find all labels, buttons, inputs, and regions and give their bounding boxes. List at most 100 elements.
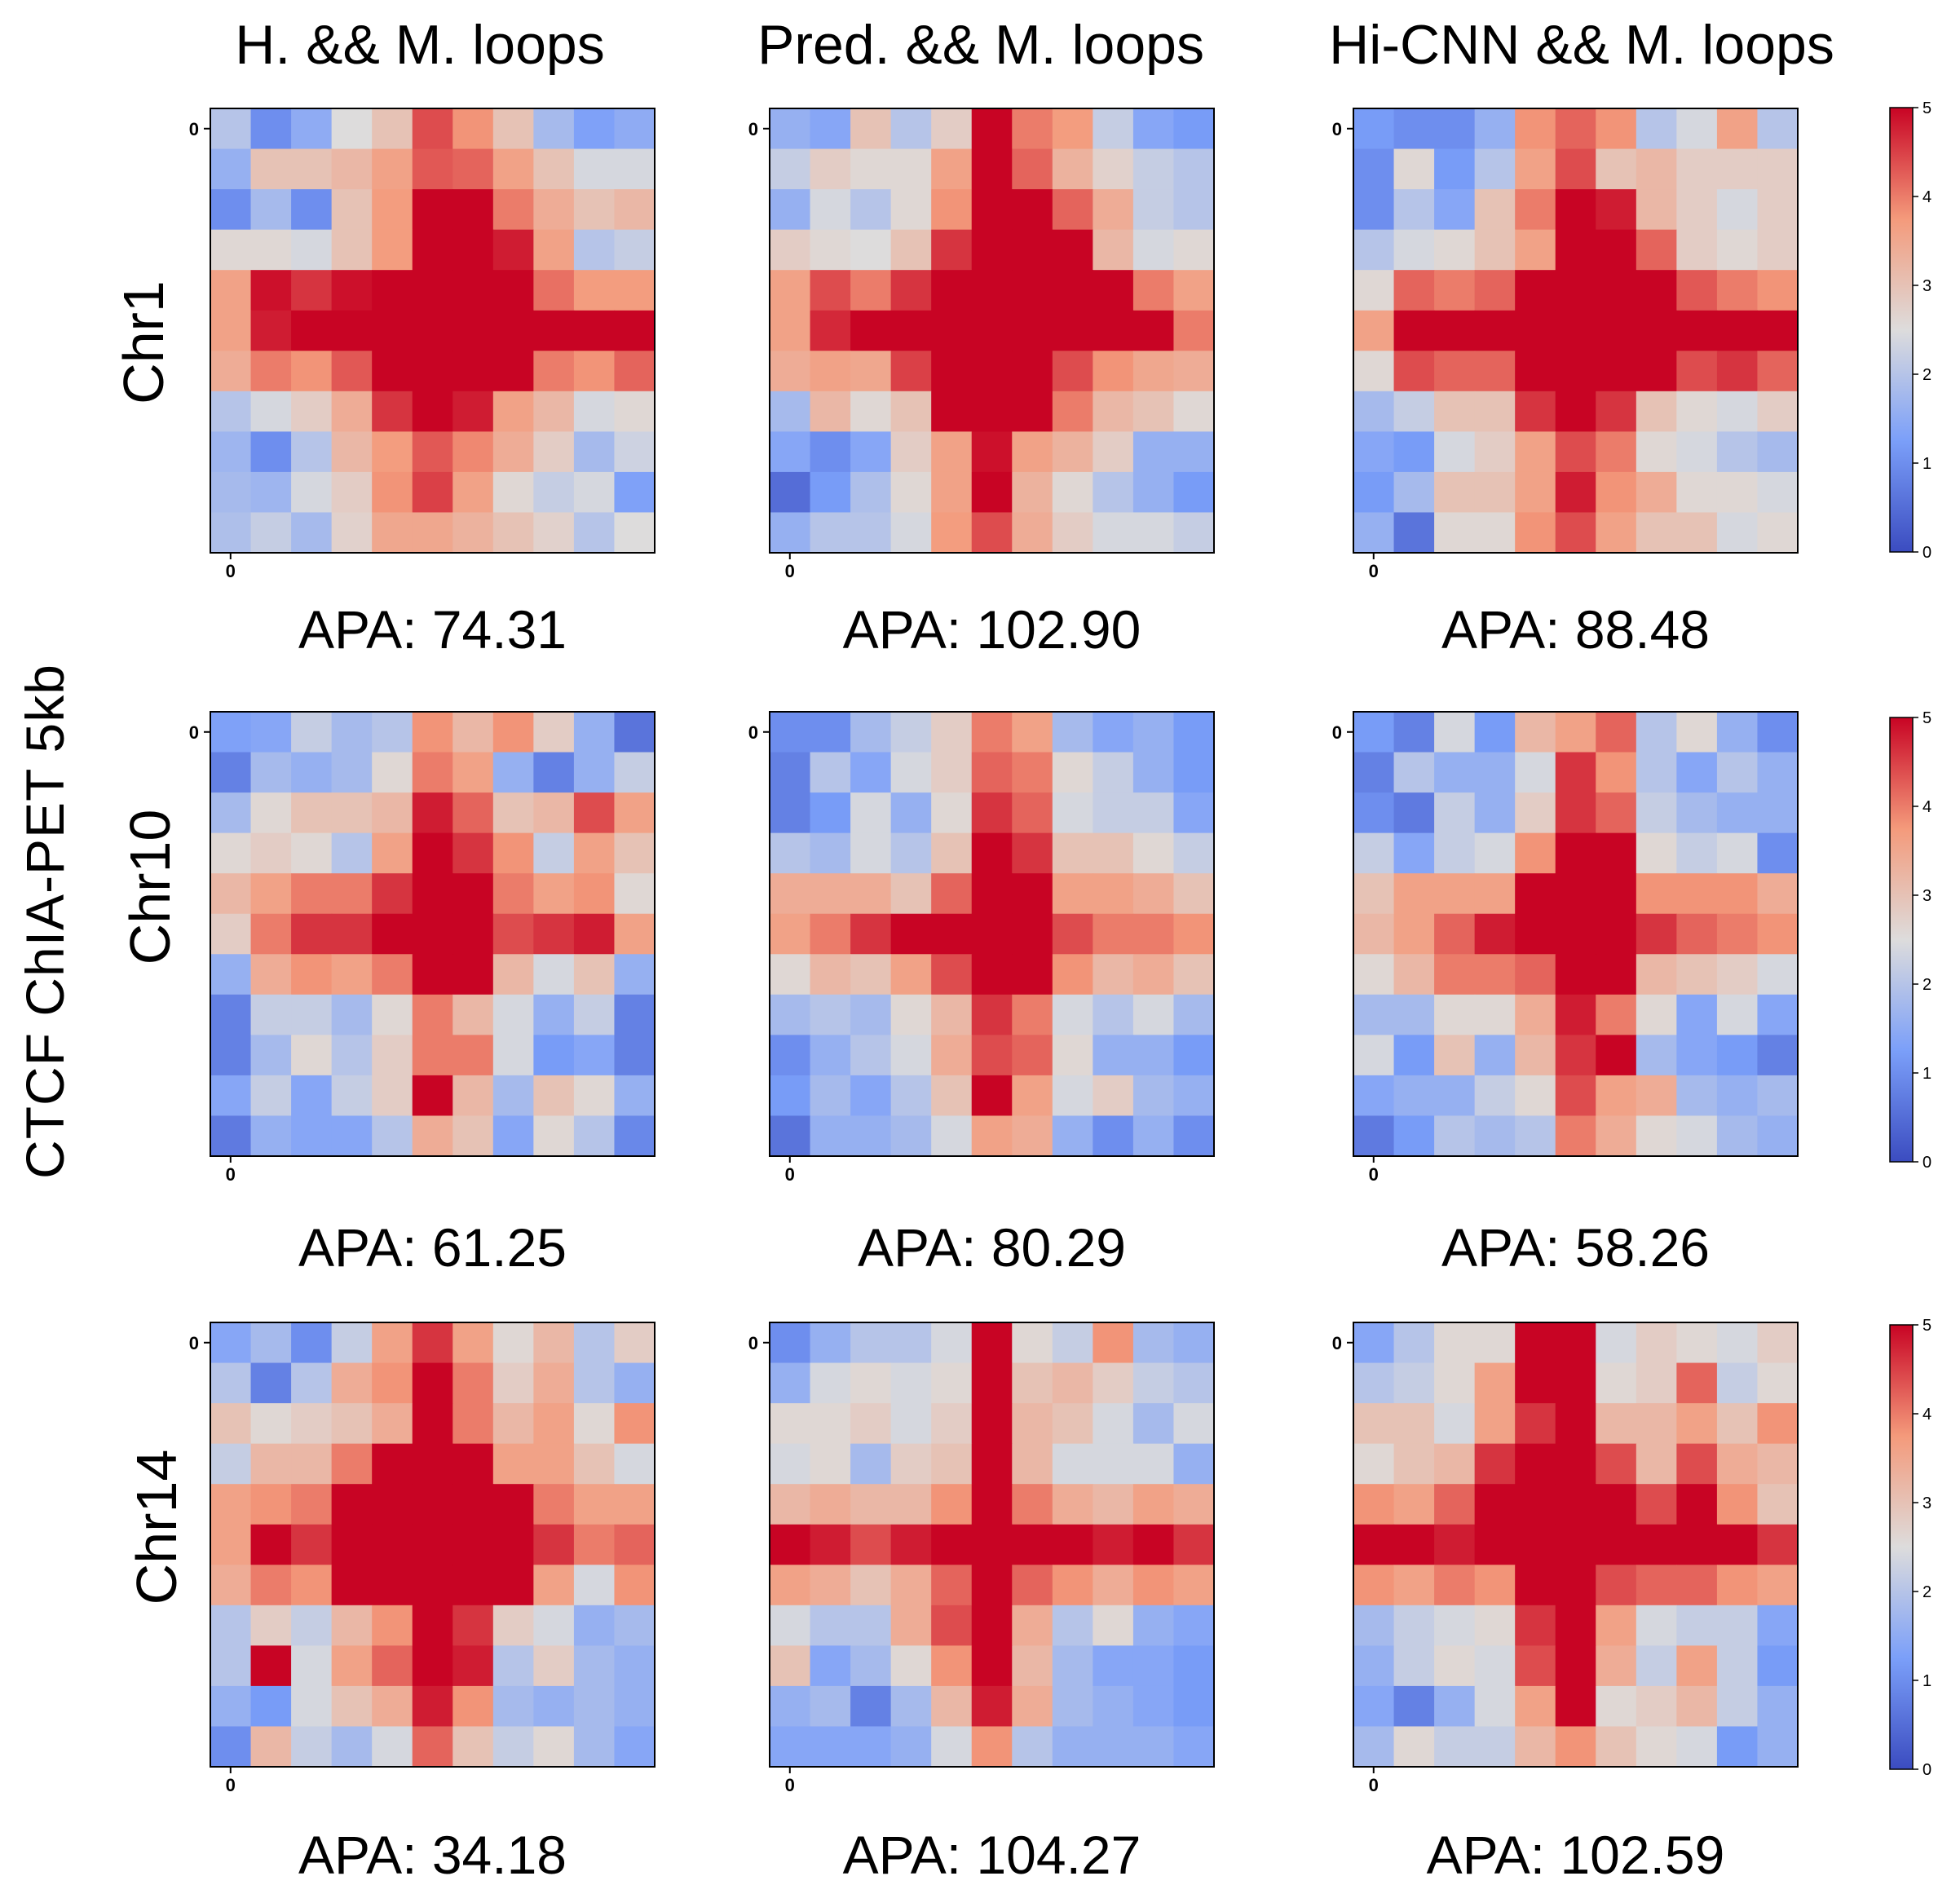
heatmap-cell: [1393, 189, 1435, 231]
y-tick-label: 0: [748, 1333, 758, 1353]
heatmap-cell: [1474, 873, 1516, 915]
heatmap-cell: [614, 471, 656, 514]
heatmap-cell: [1012, 310, 1053, 351]
heatmap-cell: [1093, 1726, 1134, 1768]
heatmap-cell: [850, 913, 892, 955]
heatmap-cell: [452, 1035, 494, 1076]
heatmap-cell: [291, 1075, 333, 1117]
panel-frame: [1353, 1322, 1799, 1768]
heatmap-cell: [331, 954, 373, 995]
heatmap-cell: [1434, 1443, 1476, 1485]
heatmap-cell: [1716, 913, 1759, 955]
heatmap-cell: [1052, 792, 1093, 834]
heatmap-cell: [331, 1565, 373, 1606]
heatmap-cell: [1052, 873, 1093, 915]
heatmap-cell: [770, 792, 811, 834]
x-tick-label: 0: [226, 1164, 236, 1185]
heatmap-cell: [1132, 1075, 1175, 1117]
heatmap-cell: [971, 832, 1013, 874]
heatmap-cell: [810, 712, 851, 753]
heatmap-cell: [1173, 1685, 1215, 1728]
heatmap-cell: [210, 873, 252, 915]
heatmap-cell: [890, 1115, 932, 1157]
heatmap-cell: [1676, 148, 1718, 190]
heatmap-cell: [1393, 832, 1435, 874]
heatmap-cell: [372, 310, 413, 351]
heatmap-cell: [1132, 351, 1175, 392]
heatmap-cell: [1474, 391, 1516, 432]
heatmap-cell: [971, 189, 1013, 231]
heatmap-cell: [1555, 351, 1596, 392]
heatmap-cell: [1173, 1524, 1215, 1565]
heatmap-cell: [770, 108, 811, 150]
heatmap-cell: [850, 1075, 892, 1117]
heatmap-cell: [372, 832, 413, 874]
heatmap-cell: [1515, 512, 1556, 554]
heatmap-cell: [291, 792, 333, 834]
heatmap-cell: [573, 189, 616, 231]
heatmap-cell: [1093, 270, 1134, 311]
heatmap-cell: [291, 512, 333, 554]
heatmap-cell: [372, 1645, 413, 1687]
heatmap-cell: [1052, 1484, 1093, 1525]
heatmap-cell: [614, 391, 656, 432]
heatmap-cell: [210, 229, 252, 271]
heatmap-cell: [412, 351, 453, 392]
heatmap-cell: [250, 1524, 292, 1565]
heatmap-cell: [372, 1443, 413, 1485]
heatmap-cell: [770, 1565, 811, 1606]
heatmap-cell: [1716, 431, 1759, 473]
heatmap-cell: [890, 1726, 932, 1768]
heatmap-cell: [1093, 189, 1134, 231]
heatmap-cell: [492, 189, 534, 231]
heatmap-cell: [533, 471, 575, 514]
heatmap-cell: [1393, 471, 1435, 514]
heatmap-cell: [492, 913, 534, 955]
heatmap-cell: [1393, 310, 1435, 351]
heatmap-cell: [452, 1484, 494, 1525]
heatmap-cell: [1555, 270, 1596, 311]
heatmap-cell: [1052, 351, 1093, 392]
heatmap-cell: [1132, 913, 1175, 955]
heatmap-cell: [1555, 1075, 1596, 1117]
heatmap-cell: [1676, 1362, 1718, 1404]
heatmap-cell: [1596, 1565, 1637, 1606]
heatmap-cell: [452, 1403, 494, 1445]
row-label-chr10: Chr10: [118, 810, 182, 965]
heatmap-cell: [1757, 1035, 1799, 1076]
heatmap-cell: [810, 189, 851, 231]
heatmap-cell: [850, 712, 892, 753]
heatmap-cell: [452, 229, 494, 271]
heatmap-cell: [452, 1524, 494, 1565]
heatmap-cell: [573, 1524, 616, 1565]
heatmap-cell: [1716, 1726, 1759, 1768]
heatmap-cell: [291, 229, 333, 271]
heatmap-panel-chr1-pred: 0 0 APA: 102.90: [748, 108, 1215, 660]
apa-score: APA: 61.25: [298, 1217, 567, 1278]
heatmap-cell: [1515, 189, 1556, 231]
heatmap-cell: [250, 832, 292, 874]
heatmap-cell: [810, 1115, 851, 1157]
heatmap-cell: [1434, 1645, 1476, 1687]
heatmap-cell: [890, 471, 932, 514]
heatmap-cell: [1173, 108, 1215, 150]
heatmap-cell: [810, 1362, 851, 1404]
heatmap-cell: [850, 351, 892, 392]
heatmap-cell: [1132, 1115, 1175, 1157]
heatmap-cell: [850, 1726, 892, 1768]
heatmap-cell: [1012, 1035, 1053, 1076]
heatmap-cell: [810, 471, 851, 514]
heatmap-cell: [1132, 1645, 1175, 1687]
heatmap-cell: [1012, 1524, 1053, 1565]
heatmap-cell: [1596, 1524, 1637, 1565]
heatmap-cell: [850, 994, 892, 1035]
heatmap-cell: [492, 229, 534, 271]
heatmap-cell: [1636, 1726, 1677, 1768]
heatmap-cell: [250, 994, 292, 1035]
heatmap-cell: [1757, 229, 1799, 271]
heatmap-cell: [971, 792, 1013, 834]
heatmap-cell: [573, 351, 616, 392]
heatmap-cell: [890, 1605, 932, 1646]
heatmap-cell: [412, 1524, 453, 1565]
heatmap-cell: [1093, 1524, 1134, 1565]
